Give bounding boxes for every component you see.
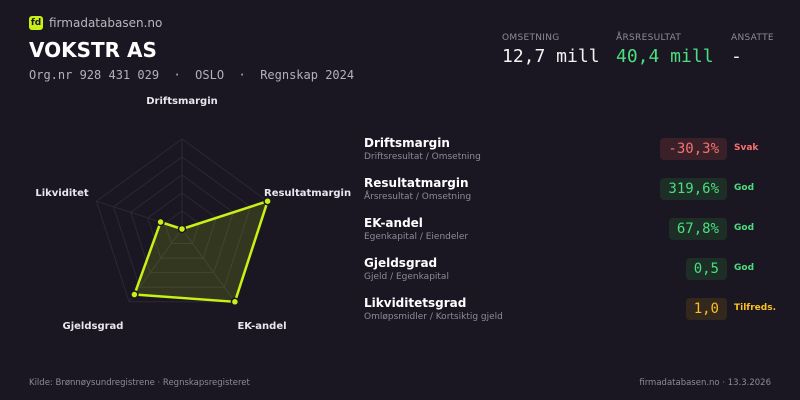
metric-name: Gjeldsgrad bbox=[364, 256, 438, 270]
kpi-value: 12,7 mill bbox=[502, 46, 600, 67]
kpi-label: ANSATTE bbox=[731, 33, 774, 43]
logo: fd bbox=[29, 16, 43, 30]
radar-spoke bbox=[181, 228, 236, 303]
metric-value-badge: 319,6% bbox=[660, 178, 727, 200]
metric-name: Likviditetsgrad bbox=[364, 296, 467, 310]
metric-status: God bbox=[734, 263, 755, 273]
metric-status: God bbox=[734, 183, 755, 193]
radar-point bbox=[156, 217, 165, 227]
radar-series-area bbox=[133, 199, 269, 304]
metric-row: Resultatmargin Årsresultat / Omsetning 3… bbox=[364, 176, 784, 212]
metric-formula: Årsresultat / Omsetning bbox=[364, 192, 472, 202]
kpi-value: 40,4 mill bbox=[616, 46, 714, 67]
metric-name: Driftsmargin bbox=[364, 136, 450, 150]
radar-point bbox=[263, 196, 272, 206]
metric-name: Resultatmargin bbox=[364, 176, 469, 190]
metric-row: Likviditetsgrad Omløpsmidler / Kortsikti… bbox=[364, 296, 784, 332]
radar-spoke bbox=[128, 228, 183, 303]
footer-source: Kilde: Brønnøysundregistrene · Regnskaps… bbox=[29, 378, 250, 388]
kpi-omsetning: OMSETNING 12,7 mill bbox=[502, 33, 600, 67]
radar-grid-ring bbox=[130, 174, 234, 274]
radar-grid-ring bbox=[147, 192, 217, 259]
radar-grid-ring bbox=[112, 156, 252, 288]
metric-row: Gjeldsgrad Gjeld / Egenkapital 0,5 God bbox=[364, 256, 784, 292]
kpi-label: ÅRSRESULTAT bbox=[616, 33, 682, 43]
radar-point bbox=[130, 290, 139, 299]
kpi-arsresultat: ÅRSRESULTAT 40,4 mill bbox=[616, 33, 714, 67]
metric-value-badge: -30,3% bbox=[660, 138, 727, 160]
kpi-value: - bbox=[731, 46, 742, 67]
metric-row: Driftsmargin Driftsresultat / Omsetning … bbox=[364, 136, 784, 172]
radar-grid-ring bbox=[95, 138, 269, 303]
brand-name: firmadatabasen.no bbox=[49, 16, 163, 30]
radar-axis-label: Gjeldsgrad bbox=[63, 321, 124, 332]
kpi-label: OMSETNING bbox=[502, 33, 560, 43]
brand: fd firmadatabasen.no bbox=[29, 16, 162, 30]
metric-formula: Egenkapital / Eiendeler bbox=[364, 232, 469, 242]
radar-chart: Driftsmargin Resultatmargin EK-andel Gjelds… bbox=[35, 96, 351, 332]
radar-axis-label: Likviditet bbox=[35, 188, 89, 199]
metric-formula: Omløpsmidler / Kortsiktig gjeld bbox=[364, 312, 503, 322]
footer-site: firmadatabasen.no · 13.3.2026 bbox=[639, 378, 771, 388]
company-name: VOKSTR AS bbox=[29, 38, 157, 62]
metric-value-badge: 1,0 bbox=[685, 298, 727, 320]
radar-grid-ring bbox=[164, 210, 200, 245]
metric-name: EK-andel bbox=[364, 216, 423, 230]
metric-status: Tilfreds. bbox=[734, 303, 776, 313]
kpi-ansatte: ANSATTE - bbox=[731, 33, 774, 67]
radar-axis-label: EK-andel bbox=[237, 321, 286, 332]
radar-axis-label: Driftsmargin bbox=[146, 96, 218, 107]
metric-value-badge: 67,8% bbox=[668, 218, 727, 240]
metric-formula: Driftsresultat / Omsetning bbox=[364, 152, 481, 162]
radar-point bbox=[177, 224, 187, 234]
metric-status: God bbox=[734, 223, 755, 233]
metric-value-badge: 0,5 bbox=[685, 258, 727, 280]
metric-row: EK-andel Egenkapital / Eiendeler 67,8% G… bbox=[364, 216, 784, 252]
metric-formula: Gjeld / Egenkapital bbox=[364, 272, 449, 282]
company-meta: Org.nr 928 431 029 · OSLO · Regnskap 202… bbox=[29, 68, 355, 82]
radar-axis-label: Resultatmargin bbox=[264, 188, 351, 199]
metric-status: Svak bbox=[734, 143, 759, 153]
radar-point bbox=[230, 297, 240, 307]
